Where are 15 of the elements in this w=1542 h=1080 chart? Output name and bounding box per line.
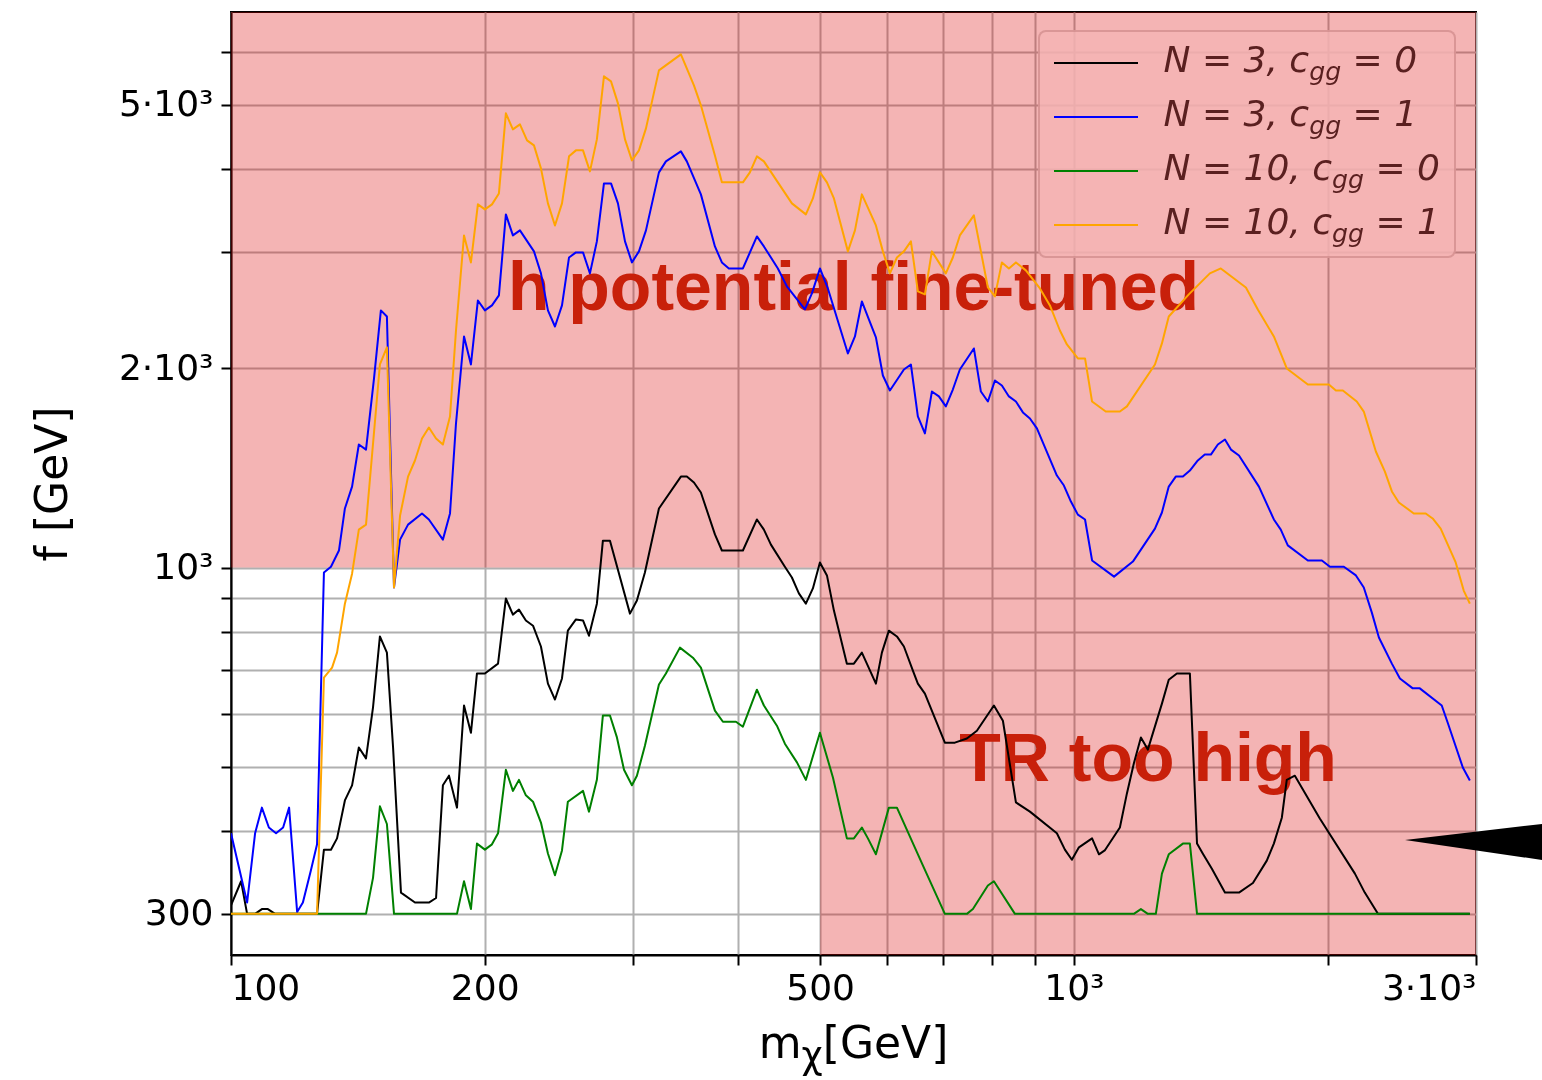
x-tick-label: 10³ — [1044, 966, 1105, 1008]
legend-label: N = 10, c$_{gg}$ = 1 — [1163, 201, 1440, 249]
legend-label: N = 3, c$_{gg}$ = 1 — [1163, 93, 1418, 141]
y-tick-label: 2·10³ — [118, 346, 214, 388]
x-tick-label: 3·10³ — [1381, 966, 1477, 1008]
y-tick-label: 300 — [144, 892, 214, 934]
x-tick-label: 100 — [231, 966, 301, 1008]
y-tick-label: 10³ — [153, 546, 214, 588]
y-tick-label: 5·10³ — [118, 83, 214, 125]
x-tick-label: 200 — [450, 966, 520, 1008]
y-axis-title: f [GeV] — [25, 404, 78, 564]
x-tick-label: 500 — [786, 966, 855, 1008]
legend-label: N = 10, c$_{gg}$ = 0 — [1163, 147, 1440, 195]
x-axis-title: m$_{χ}$[GeV] — [757, 1017, 950, 1077]
legend-label: N = 3, c$_{gg}$ = 0 — [1163, 39, 1418, 87]
